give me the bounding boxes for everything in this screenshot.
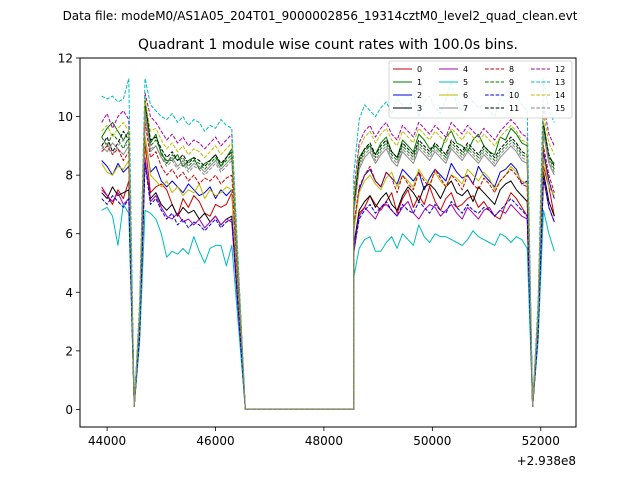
figure-suptitle: Data file: modeM0/AS1A05_204T01_90000028… — [63, 9, 578, 23]
plot-frame — [79, 57, 577, 428]
x-tick-label: 50000 — [413, 434, 451, 448]
legend-label-7: 7 — [463, 104, 468, 113]
legend-label-5: 5 — [463, 78, 468, 87]
legend-label-14: 14 — [555, 91, 565, 100]
legend-label-10: 10 — [509, 91, 519, 100]
legend-label-8: 8 — [509, 65, 514, 74]
x-tick-label: 44000 — [88, 434, 126, 448]
plot-layer — [101, 78, 555, 410]
y-tick-label: 12 — [58, 52, 73, 66]
x-tick-label: 48000 — [305, 434, 343, 448]
y-tick-label: 2 — [65, 344, 73, 358]
legend-label-13: 13 — [555, 78, 565, 87]
x-axis-offset-label: +2.938e8 — [517, 454, 576, 468]
legend-label-4: 4 — [463, 65, 468, 74]
y-tick-label: 0 — [65, 403, 73, 417]
legend-label-9: 9 — [509, 78, 514, 87]
x-tick-label: 52000 — [522, 434, 560, 448]
y-tick-label: 10 — [58, 110, 73, 124]
y-tick-label: 8 — [65, 169, 73, 183]
x-tick-label: 46000 — [196, 434, 234, 448]
legend-label-2: 2 — [417, 91, 422, 100]
chart-title: Quadrant 1 module wise count rates with … — [138, 37, 518, 53]
legend-box — [388, 60, 573, 119]
legend-label-11: 11 — [509, 104, 519, 113]
legend-label-12: 12 — [555, 65, 565, 74]
series-line-15 — [101, 110, 555, 410]
y-tick-label: 6 — [65, 227, 73, 241]
legend-label-0: 0 — [417, 65, 422, 74]
legend-label-15: 15 — [555, 104, 565, 113]
series-line-12 — [101, 92, 555, 410]
legend-label-3: 3 — [417, 104, 422, 113]
legend-label-1: 1 — [417, 78, 422, 87]
legend-label-6: 6 — [463, 91, 468, 100]
y-tick-label: 4 — [65, 286, 73, 300]
